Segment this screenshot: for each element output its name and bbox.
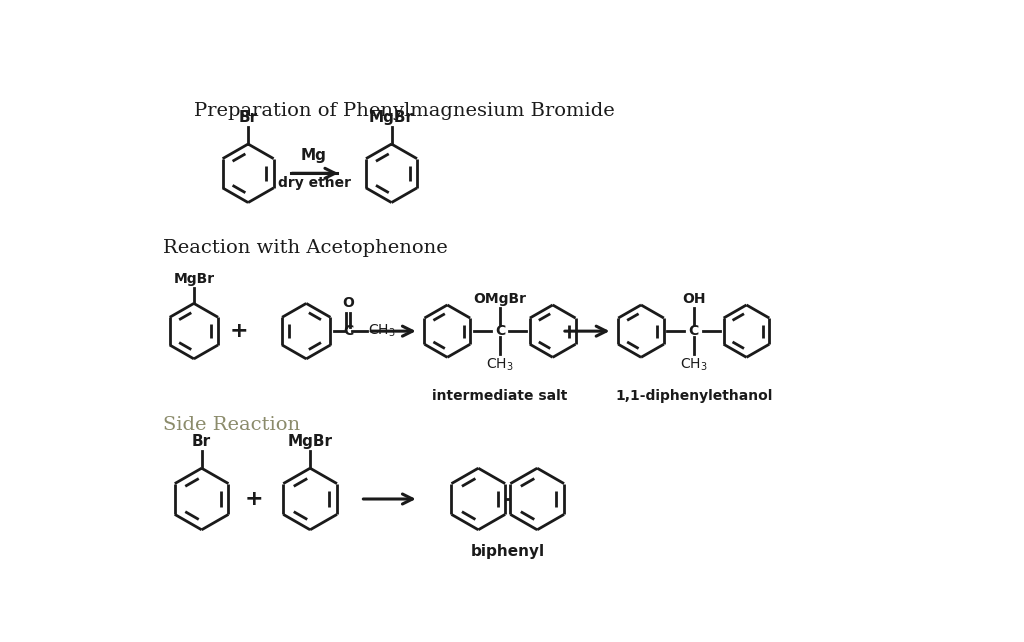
Text: Reaction with Acetophenone: Reaction with Acetophenone xyxy=(163,239,447,257)
Text: +: + xyxy=(229,321,248,341)
Text: intermediate salt: intermediate salt xyxy=(432,389,567,403)
Text: dry ether: dry ether xyxy=(278,176,350,189)
Text: 1,1-diphenylethanol: 1,1-diphenylethanol xyxy=(615,389,772,403)
Text: MgBr: MgBr xyxy=(173,272,214,286)
Text: OMgBr: OMgBr xyxy=(473,291,526,306)
Text: O: O xyxy=(342,295,354,309)
Text: C: C xyxy=(688,324,698,338)
Text: MgBr: MgBr xyxy=(369,110,414,125)
Text: CH$_3$: CH$_3$ xyxy=(680,356,708,373)
Text: +: + xyxy=(245,489,263,509)
Text: C: C xyxy=(343,324,353,338)
Text: CH$_3$: CH$_3$ xyxy=(369,323,396,340)
Text: OH: OH xyxy=(682,291,706,306)
Text: Preparation of Phenylmagnesium Bromide: Preparation of Phenylmagnesium Bromide xyxy=(194,101,614,119)
Text: CH$_3$: CH$_3$ xyxy=(486,356,514,373)
Text: biphenyl: biphenyl xyxy=(471,544,545,559)
Text: Mg: Mg xyxy=(301,148,327,163)
Text: MgBr: MgBr xyxy=(288,434,333,449)
Text: Br: Br xyxy=(193,434,211,449)
Text: Br: Br xyxy=(239,110,258,125)
Text: Side Reaction: Side Reaction xyxy=(163,416,300,434)
Text: C: C xyxy=(495,324,505,338)
